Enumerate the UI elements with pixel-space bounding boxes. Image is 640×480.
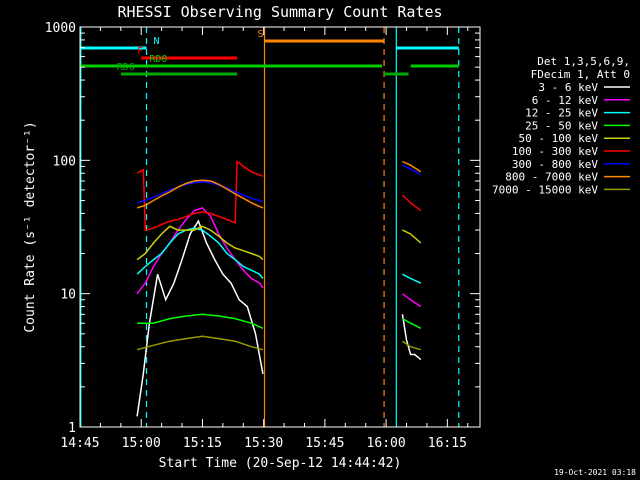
legend-label-0: 3 - 6 keV <box>538 81 598 94</box>
y-tick-label-1: 10 <box>60 288 76 303</box>
legend-label-3: 25 - 50 keV <box>525 119 598 132</box>
y-tick-label-3: 1000 <box>45 21 76 36</box>
state-bar-label-f: F <box>137 46 143 57</box>
legend-label-5: 100 - 300 keV <box>512 145 598 158</box>
series-line-1-1 <box>401 293 422 308</box>
series-line-1-0 <box>136 207 264 295</box>
legend-label-8: 7000 - 15000 keV <box>492 183 598 196</box>
state-bar-label-rd0: RD0 <box>149 54 167 65</box>
series-line-6-1 <box>402 164 422 176</box>
x-tick-label-4: 15:45 <box>305 436 344 451</box>
x-tick-label-3: 15:30 <box>244 436 283 451</box>
legend-header-1: FDecim 1, Att 0 <box>531 68 630 81</box>
timestamp: 19-Oct-2021 03:18 <box>554 468 636 477</box>
y-tick-label-2: 100 <box>53 154 76 169</box>
series-line-6-0 <box>136 181 264 204</box>
series-line-4-1 <box>402 229 422 244</box>
state-bar-label-n: N <box>153 36 159 47</box>
legend-label-1: 6 - 12 keV <box>532 94 599 107</box>
legend: Det 1,3,5,6,9,FDecim 1, Att 03 - 6 keV6 … <box>492 55 630 196</box>
x-tick-label-5: 16:00 <box>367 436 406 451</box>
series-line-5-0 <box>136 159 264 232</box>
series-line-2-0 <box>136 227 264 279</box>
legend-header-0: Det 1,3,5,6,9, <box>537 55 630 68</box>
x-tick-label-1: 15:00 <box>122 436 161 451</box>
x-axis-label: Start Time (20-Sep-12 14:44:42) <box>159 456 402 471</box>
series-line-3-0 <box>137 313 264 329</box>
state-bars: N S F RD0 RD6 <box>80 29 459 76</box>
series-line-3-1 <box>402 317 422 329</box>
series-line-8-1 <box>401 340 422 351</box>
series-line-8-0 <box>136 335 264 351</box>
series-line-0-0 <box>136 219 264 417</box>
chart-title: RHESSI Observing Summary Count Rates <box>117 3 442 21</box>
series-line-0-1 <box>401 314 422 361</box>
legend-label-4: 50 - 100 keV <box>519 132 599 145</box>
state-bar-label-rd6: RD6 <box>117 62 135 73</box>
legend-label-6: 300 - 800 keV <box>512 158 598 171</box>
state-bar-label-s: S <box>258 29 264 40</box>
plot-frame <box>79 26 481 428</box>
series-line-7-1 <box>402 160 422 173</box>
series-line-2-1 <box>402 273 422 284</box>
series-line-4-0 <box>136 225 264 261</box>
y-axis-ticks: 1 10 100 1000 <box>45 21 480 436</box>
x-axis-ticks: 14:45 15:00 15:15 15:30 15:45 16:00 16:15 <box>60 27 469 451</box>
y-tick-label-0: 1 <box>68 421 76 436</box>
series-line-5-1 <box>401 194 422 212</box>
series-line-7-0 <box>136 179 264 209</box>
series-lines <box>136 159 422 417</box>
legend-label-7: 800 - 7000 keV <box>505 171 598 184</box>
y-axis-label: Count Rate (s⁻¹ detector⁻¹) <box>23 121 38 332</box>
x-tick-label-0: 14:45 <box>60 436 99 451</box>
x-tick-label-2: 15:15 <box>183 436 222 451</box>
vertical-markers <box>80 27 460 427</box>
legend-label-2: 12 - 25 keV <box>525 107 598 120</box>
x-tick-label-6: 16:15 <box>428 436 467 451</box>
